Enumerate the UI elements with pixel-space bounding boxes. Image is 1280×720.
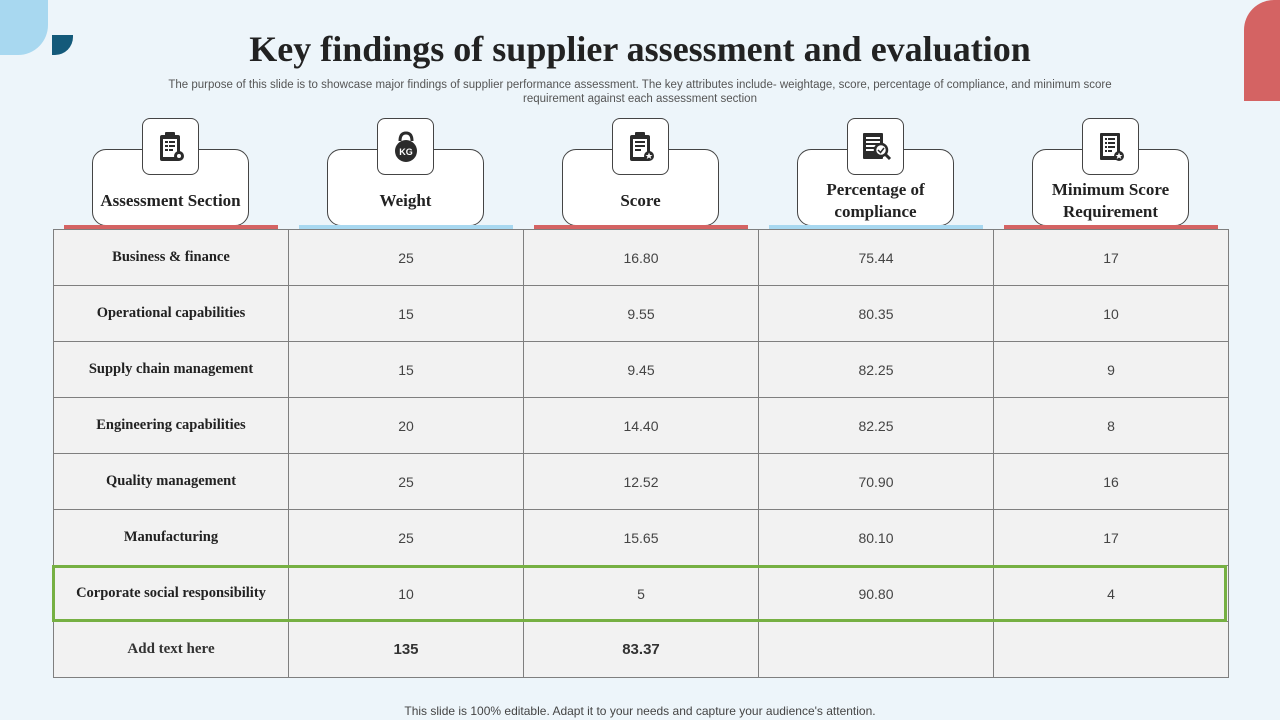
corner-decoration-red (1244, 0, 1280, 101)
findings-table: Business & finance 25 16.80 75.44 17 Ope… (53, 229, 1229, 678)
table-row-total: Add text here 135 83.37 (53, 621, 1229, 678)
min-score-cell: 10 (993, 285, 1229, 342)
svg-text:KG: KG (399, 147, 413, 157)
weight-cell: 20 (288, 397, 524, 454)
document-magnifier-icon (847, 118, 904, 175)
row-label: Operational capabilities (53, 285, 289, 342)
compliance-cell: 80.35 (758, 285, 994, 342)
compliance-cell: 82.25 (758, 397, 994, 454)
row-label: Engineering capabilities (53, 397, 289, 454)
checklist-badge-icon (1082, 118, 1139, 175)
weight-cell: 10 (288, 565, 524, 622)
weight-cell: 25 (288, 509, 524, 566)
weight-cell: 25 (288, 229, 524, 286)
row-label: Manufacturing (53, 509, 289, 566)
header-percentage-compliance: Percentage of compliance (797, 149, 954, 226)
table-row: Manufacturing 25 15.65 80.10 17 (53, 509, 1229, 566)
row-label: Supply chain management (53, 341, 289, 398)
row-label: Business & finance (53, 229, 289, 286)
weight-cell: 15 (288, 285, 524, 342)
compliance-cell: 82.25 (758, 341, 994, 398)
row-label: Quality management (53, 453, 289, 510)
header-accent-bar (1004, 225, 1218, 232)
score-cell: 12.52 (523, 453, 759, 510)
min-score-cell: 17 (993, 229, 1229, 286)
page-subtitle: The purpose of this slide is to showcase… (168, 79, 1112, 105)
score-cell: 9.55 (523, 285, 759, 342)
compliance-cell: 75.44 (758, 229, 994, 286)
compliance-cell (758, 621, 994, 678)
row-label: Add text here (53, 621, 289, 678)
min-score-cell: 17 (993, 509, 1229, 566)
clipboard-star-icon (612, 118, 669, 175)
header-minimum-score: Minimum Score Requirement (1032, 149, 1189, 226)
table-row: Operational capabilities 15 9.55 80.35 1… (53, 285, 1229, 342)
header-accent-bar (299, 225, 513, 232)
header-accent-bar (769, 225, 983, 232)
header-accent-bar (64, 225, 278, 232)
page-title: Key findings of supplier assessment and … (249, 29, 1031, 69)
compliance-cell: 90.80 (758, 565, 994, 622)
min-score-cell: 9 (993, 341, 1229, 398)
kettlebell-kg-icon: KG (377, 118, 434, 175)
score-cell: 9.45 (523, 341, 759, 398)
weight-cell: 25 (288, 453, 524, 510)
min-score-cell: 4 (993, 565, 1229, 622)
header-label: Minimum Score Requirement (1051, 180, 1170, 221)
score-total-cell: 83.37 (523, 621, 759, 678)
clipboard-gear-icon (142, 118, 199, 175)
table-row: Engineering capabilities 20 14.40 82.25 … (53, 397, 1229, 454)
header-label: Score (620, 191, 661, 210)
header-label: Assessment Section (100, 191, 241, 210)
table-row: Quality management 25 12.52 70.90 16 (53, 453, 1229, 510)
header-accent-bar (534, 225, 748, 232)
score-cell: 5 (523, 565, 759, 622)
footer-note: This slide is 100% editable. Adapt it to… (404, 704, 876, 718)
score-cell: 15.65 (523, 509, 759, 566)
score-cell: 14.40 (523, 397, 759, 454)
min-score-cell: 8 (993, 397, 1229, 454)
weight-total-cell: 135 (288, 621, 524, 678)
min-score-cell: 16 (993, 453, 1229, 510)
header-label: Weight (379, 191, 432, 210)
weight-cell: 15 (288, 341, 524, 398)
score-cell: 16.80 (523, 229, 759, 286)
compliance-cell: 70.90 (758, 453, 994, 510)
table-row: Business & finance 25 16.80 75.44 17 (53, 229, 1229, 286)
table-row: Supply chain management 15 9.45 82.25 9 (53, 341, 1229, 398)
header-label: Percentage of compliance (826, 180, 925, 221)
row-label: Corporate social responsibility (53, 565, 289, 622)
table-row-highlighted: Corporate social responsibility 10 5 90.… (53, 565, 1229, 622)
compliance-cell: 80.10 (758, 509, 994, 566)
min-score-cell (993, 621, 1229, 678)
